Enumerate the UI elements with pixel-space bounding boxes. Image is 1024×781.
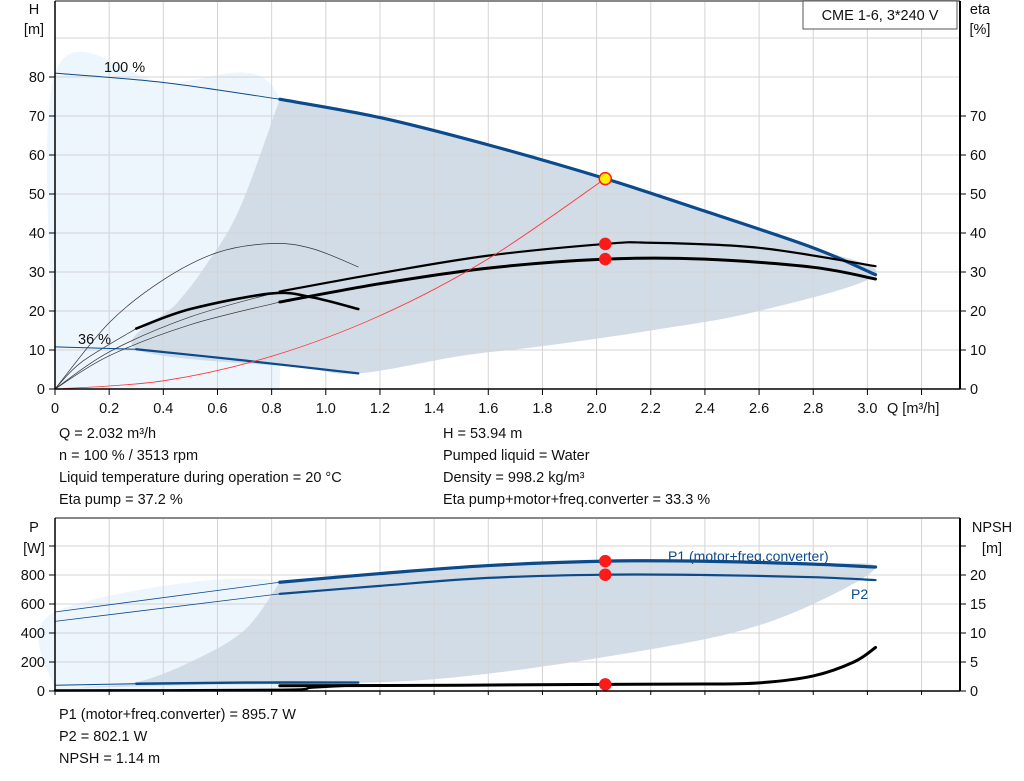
- chart2-right-tick-label: 15: [970, 597, 986, 613]
- chart2-right-tick-label: 10: [970, 626, 986, 642]
- chart1-x-tick-label: 1.8: [532, 401, 552, 417]
- duty-point-info-left: Q = 2.032 m³/h n = 100 % / 3513 rpm Liqu…: [59, 423, 342, 511]
- chart1-operating-point-marker: [598, 171, 613, 186]
- chart2-series-line: [278, 573, 877, 595]
- chart1-series-line: [135, 348, 360, 375]
- power-info: P1 (motor+freq.converter) = 895.7 W P2 =…: [59, 704, 296, 770]
- chart1-x-tick-label: 0.4: [153, 401, 173, 417]
- chart2-y-left-unit: [W]: [23, 541, 45, 557]
- chart1-x-tick-label: 2.2: [641, 401, 661, 417]
- chart1-series-line: [54, 291, 281, 390]
- chart1-series-line: [54, 346, 137, 350]
- chart1-y-left-unit: [m]: [24, 22, 44, 38]
- p1-series-label: P1 (motor+freq.converter): [668, 548, 829, 564]
- chart1-left-tick-label: 0: [37, 382, 45, 398]
- chart1-operating-point-marker: [599, 252, 612, 266]
- info-density: Density = 998.2 kg/m³: [443, 470, 585, 486]
- chart2-y-right-label: NPSH: [972, 520, 1012, 536]
- chart1-series-line: [54, 72, 281, 100]
- chart1-x-tick-label: 1.2: [370, 401, 390, 417]
- chart2-series-line: [278, 646, 878, 688]
- chart1-x-tick-label: 2.4: [695, 401, 715, 417]
- p2-series-label: P2: [851, 586, 868, 602]
- chart1-y-right-unit: [%]: [970, 22, 991, 38]
- pump-model-title: CME 1-6, 3*240 V: [822, 8, 939, 24]
- chart1-x-axis-label: Q [m³/h]: [887, 401, 939, 417]
- chart2-y-right-unit: [m]: [982, 541, 1002, 557]
- info-temperature: Liquid temperature during operation = 20…: [59, 470, 342, 486]
- chart1-x-tick-label: 1.4: [424, 401, 444, 417]
- info-liquid: Pumped liquid = Water: [443, 448, 590, 464]
- chart1-left-tick-label: 50: [29, 187, 45, 203]
- chart1-x-tick-label: 2.0: [587, 401, 607, 417]
- chart2-right-tick-label: 0: [970, 684, 978, 700]
- chart1-right-tick-label: 70: [970, 109, 986, 125]
- chart1-x-tick-label: 2.6: [749, 401, 769, 417]
- info-p2: P2 = 802.1 W: [59, 729, 148, 745]
- chart1-x-tick-label: 0.8: [262, 401, 282, 417]
- chart1-series-line: [54, 328, 137, 390]
- chart1-operating-point-marker: [599, 237, 612, 251]
- chart1-right-tick-label: 40: [970, 226, 986, 242]
- chart2-left-tick-label: 600: [21, 597, 45, 613]
- chart1-left-tick-label: 80: [29, 70, 45, 86]
- chart1-left-tick-label: 70: [29, 109, 45, 125]
- title-box: [802, 0, 958, 30]
- duty-point-info-right: H = 53.94 m Pumped liquid = Water Densit…: [443, 423, 710, 511]
- info-q: Q = 2.032 m³/h: [59, 426, 157, 442]
- chart1-series-line: [134, 291, 360, 330]
- chart1-left-tick-label: 30: [29, 265, 45, 281]
- chart1-series-line: [54, 243, 359, 390]
- chart1-left-tick-label: 20: [29, 304, 45, 320]
- chart2-operating-point-marker: [599, 678, 612, 691]
- info-n: n = 100 % / 3513 rpm: [59, 448, 199, 464]
- info-p1: P1 (motor+freq.converter) = 895.7 W: [59, 707, 296, 723]
- info-eta-pump: Eta pump = 37.2 %: [59, 492, 183, 508]
- chart2-operating-point-marker: [599, 568, 612, 581]
- chart2-operating-point-marker: [599, 554, 612, 568]
- chart1-x-tick-label: 1.6: [478, 401, 498, 417]
- chart1-y-left-label: H: [29, 2, 39, 18]
- chart2-left-tick-label: 0: [37, 684, 45, 700]
- chart1-right-tick-label: 0: [970, 382, 978, 398]
- speed-label-36: 36 %: [78, 332, 111, 348]
- chart2-left-tick-label: 200: [21, 655, 45, 671]
- chart2-right-tick-label: 5: [970, 655, 978, 671]
- chart1-operating-area: [131, 99, 877, 374]
- chart1-left-tick-label: 40: [29, 226, 45, 242]
- chart1-right-tick-label: 10: [970, 343, 986, 359]
- chart2-operating-area: [80, 560, 876, 688]
- chart2-series-line: [278, 559, 878, 584]
- chart1-x-tick-label: 0.2: [99, 401, 119, 417]
- chart1-series-line: [54, 301, 281, 390]
- chart1-x-tick-label: 2.8: [803, 401, 823, 417]
- chart1-x-tick-label: 3.0: [857, 401, 877, 417]
- chart1-right-tick-label: 60: [970, 148, 986, 164]
- chart1-x-tick-label: 1.0: [316, 401, 336, 417]
- info-h: H = 53.94 m: [443, 426, 523, 442]
- chart2-right-tick-label: 20: [970, 568, 986, 584]
- chart2-series-line: [54, 581, 281, 613]
- chart1-right-tick-label: 30: [970, 265, 986, 281]
- chart1-series-line: [278, 256, 878, 304]
- chart1-right-tick-label: 50: [970, 187, 986, 203]
- chart1-x-tick-label: 0: [51, 401, 59, 417]
- chart2-left-tick-label: 800: [21, 568, 45, 584]
- info-eta-total: Eta pump+motor+freq.converter = 33.3 %: [443, 492, 711, 508]
- chart1-left-tick-label: 60: [29, 148, 45, 164]
- chart1-y-right-label: eta: [970, 2, 991, 18]
- speed-label-100: 100 %: [104, 60, 145, 76]
- chart1-series-line: [54, 178, 606, 390]
- chart2-series-line: [54, 683, 137, 686]
- chart1-x-tick-label: 0.6: [207, 401, 227, 417]
- chart1-right-tick-label: 20: [970, 304, 986, 320]
- chart1-left-tick-label: 10: [29, 343, 45, 359]
- info-npsh: NPSH = 1.14 m: [59, 751, 161, 767]
- chart2-left-tick-label: 400: [21, 626, 45, 642]
- chart2-series-line: [54, 593, 281, 622]
- chart2-series-line: [135, 681, 360, 685]
- chart2-y-left-label: P: [29, 520, 39, 536]
